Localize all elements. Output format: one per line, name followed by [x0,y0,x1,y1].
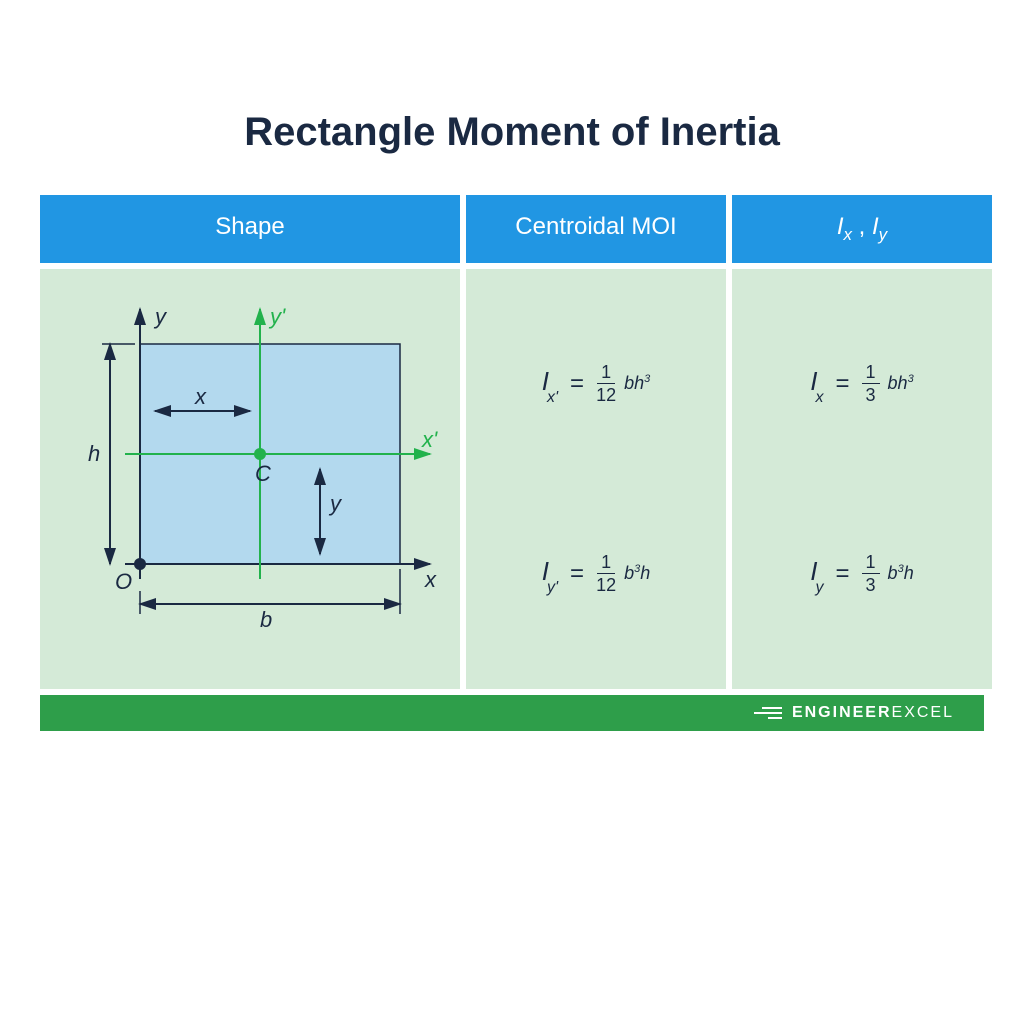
y-axis-label: y [153,304,168,329]
footer-bar: ENGINEEREXCEL [40,695,984,731]
centroid-point [254,448,266,460]
formula-iy-prime: Iy' = 112 b3h [542,553,651,594]
logo-lines-icon [754,707,782,719]
content-grid: Shape Centroidal MOI Ix , Iy y [40,195,984,689]
formula-ix-prime: Ix' = 112 bh3 [542,363,651,404]
footer-brand: ENGINEEREXCEL [792,704,954,722]
formula-iy: Iy = 13 b3h [810,553,913,594]
centroidal-formulas: Ix' = 112 bh3 Iy' = 112 b3h [466,269,726,689]
header-ixiy: Ix , Iy [732,195,992,263]
origin-point [134,558,146,570]
yprime-label: y' [268,304,286,329]
header-centroidal: Centroidal MOI [466,195,726,263]
x-offset-label: x [194,384,207,409]
b-label: b [260,607,272,632]
origin-formulas: Ix = 13 bh3 Iy = 13 b3h [732,269,992,689]
header-shape: Shape [40,195,460,263]
xprime-label: x' [421,427,438,452]
formula-ix: Ix = 13 bh3 [810,363,913,404]
origin-label: O [115,569,132,594]
centroid-label: C [255,461,271,486]
shape-diagram-svg: y x y' x' C O h b x [60,289,440,669]
page-title: Rectangle Moment of Inertia [40,110,984,155]
y-offset-label: y [328,491,343,516]
shape-diagram-cell: y x y' x' C O h b x [40,269,460,689]
h-label: h [88,441,100,466]
x-axis-label: x [424,567,437,592]
